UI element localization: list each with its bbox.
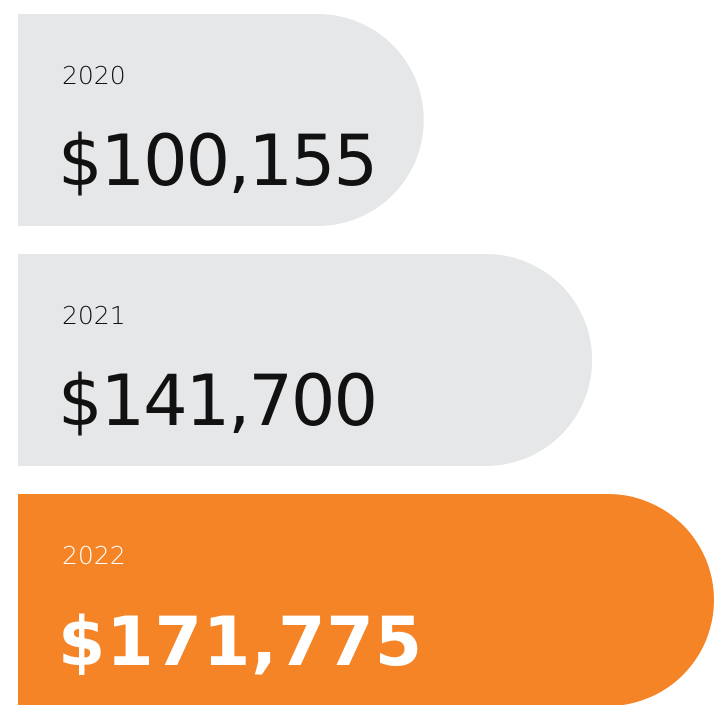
- value-label: $100,155: [58, 120, 376, 202]
- value-label: $141,700: [58, 360, 376, 442]
- bar: [18, 494, 714, 705]
- category-label: 2022: [62, 541, 126, 570]
- bar: [18, 254, 593, 466]
- category-label: 2020: [62, 61, 126, 90]
- value-label: $171,775: [58, 603, 423, 682]
- category-label: 2021: [62, 301, 126, 330]
- bar: [18, 14, 424, 226]
